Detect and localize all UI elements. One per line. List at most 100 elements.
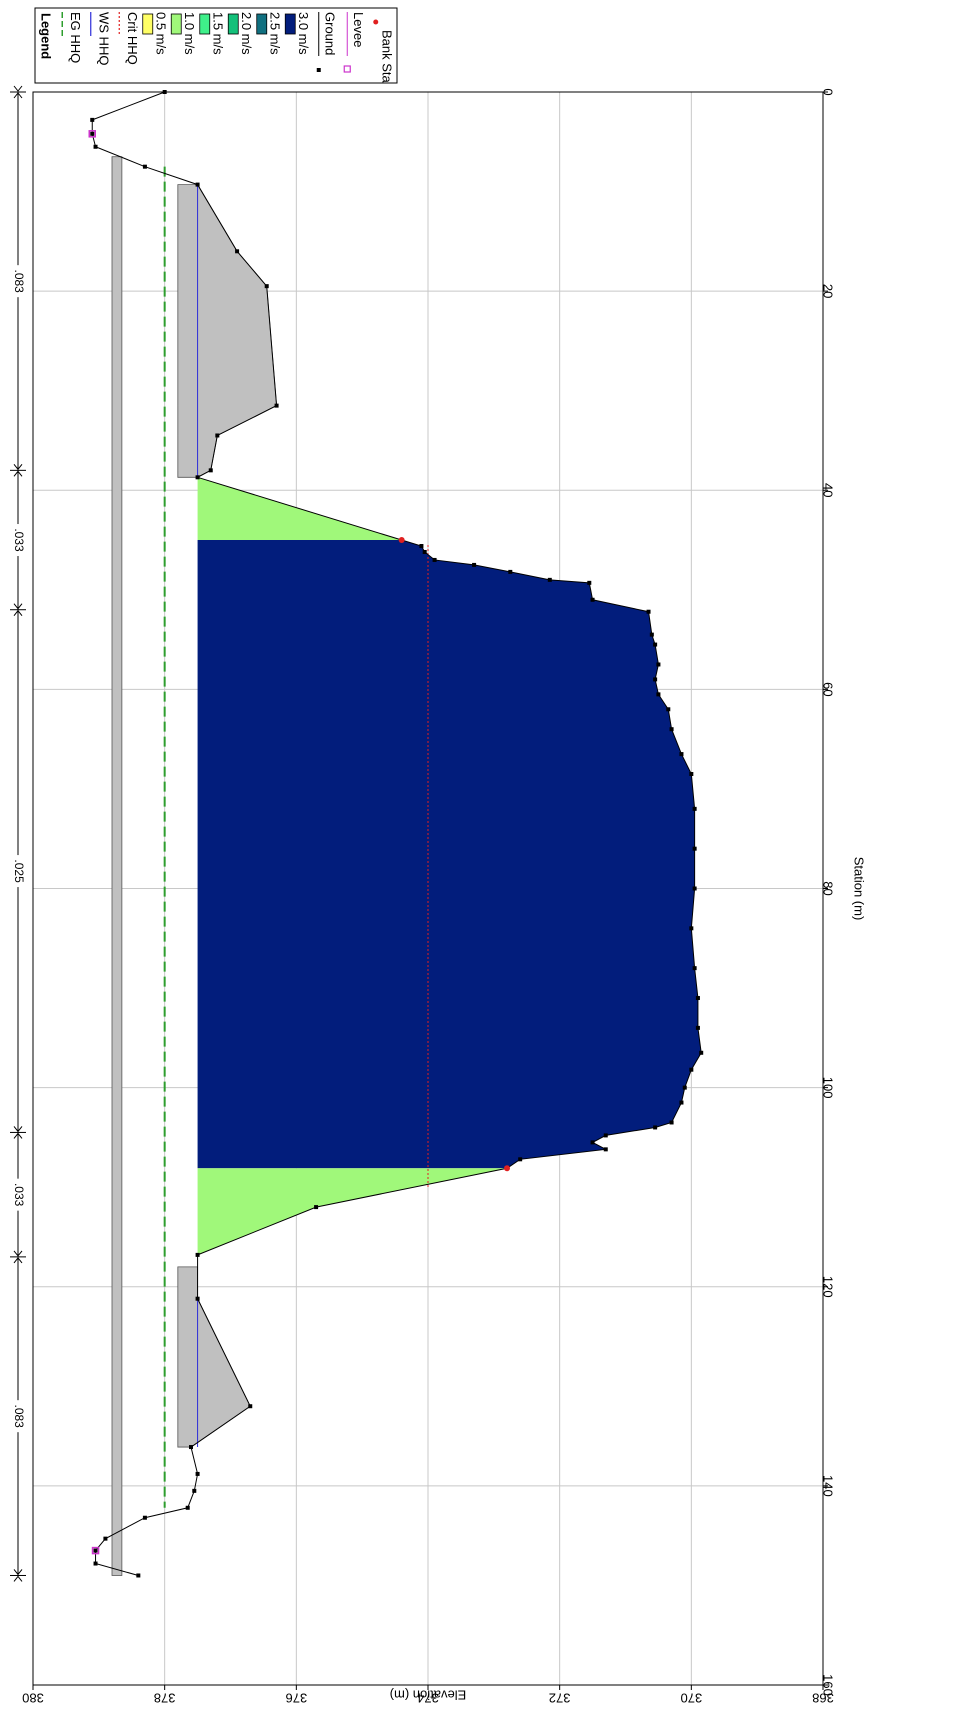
legend-label: 0.5 m/s xyxy=(153,12,168,55)
station-tick-label: 120 xyxy=(820,1276,835,1298)
velocity-fill xyxy=(197,540,702,1169)
legend-label: Crit HHQ xyxy=(125,12,140,65)
mannings-n-label-bg xyxy=(11,1400,25,1433)
ground-point xyxy=(248,1404,253,1409)
legend-swatch xyxy=(199,13,211,35)
ground-point xyxy=(692,806,697,811)
ground-point xyxy=(93,1561,98,1566)
legend-marker xyxy=(373,19,379,25)
bank-station-marker xyxy=(504,1165,510,1172)
ground-point xyxy=(508,569,513,574)
station-tick-label: 0 xyxy=(820,88,835,95)
ground-line xyxy=(91,91,702,1576)
ground-point xyxy=(103,1536,108,1541)
ground-point xyxy=(587,580,592,585)
mannings-n-label: .083 xyxy=(12,269,26,293)
ground-point xyxy=(656,662,661,667)
mannings-n-label-bg xyxy=(11,1178,25,1211)
ground-point xyxy=(590,597,595,602)
elevation-tick-label: 374 xyxy=(417,1691,439,1706)
elevation-tick-label: 370 xyxy=(680,1691,702,1706)
station-tick-label: 160 xyxy=(820,1674,835,1696)
ground-point xyxy=(692,886,697,891)
elevation-axis-title: Elevation (m) xyxy=(390,1687,467,1702)
ground-point xyxy=(192,1488,197,1493)
legend-label: 1.0 m/s xyxy=(182,12,197,55)
ground-point xyxy=(649,632,654,637)
ground-point xyxy=(692,966,697,971)
ineffective-flow-block xyxy=(111,156,123,1576)
ground-point xyxy=(518,1157,523,1162)
legend-label: 3.0 m/s xyxy=(296,12,311,55)
mannings-n-arrow xyxy=(13,464,23,477)
ground-point xyxy=(195,1471,200,1476)
ground-point xyxy=(314,1205,319,1210)
ground-point xyxy=(656,692,661,697)
legend-label: 2.5 m/s xyxy=(267,12,282,55)
ground-point xyxy=(422,549,427,554)
ground-point xyxy=(689,1067,694,1072)
legend-marker xyxy=(316,68,321,72)
station-tick-label: 40 xyxy=(820,483,835,497)
mannings-n-label: .025 xyxy=(12,859,26,883)
elevation-tick-label: 376 xyxy=(285,1691,307,1706)
legend-label: Bank Sta xyxy=(379,30,394,84)
ground-point xyxy=(689,772,694,777)
ground-point xyxy=(653,1125,658,1130)
mannings-n-arrow xyxy=(13,1250,23,1264)
ground-point xyxy=(669,1120,674,1125)
velocity-fill xyxy=(197,1168,508,1255)
legend-label: WS HHQ xyxy=(96,12,111,65)
mannings-n-arrow xyxy=(13,1569,23,1582)
ground-point xyxy=(679,1100,684,1105)
legend-box xyxy=(34,7,398,84)
mannings-n-arrow xyxy=(13,85,23,99)
bank-station-marker xyxy=(398,537,405,544)
legend-title: Legend xyxy=(39,13,54,59)
legend-swatch xyxy=(284,13,296,35)
legend-swatch xyxy=(256,13,268,35)
ground-point xyxy=(274,403,279,408)
ground-point xyxy=(90,131,95,136)
ground-point xyxy=(472,562,477,567)
ground-point xyxy=(142,1515,147,1520)
legend-marker xyxy=(343,65,351,73)
legend-label: Ground xyxy=(322,12,337,55)
ground-point xyxy=(195,182,200,187)
ground-point xyxy=(699,1050,704,1055)
elevation-tick-label: 378 xyxy=(154,1691,176,1706)
ground-point xyxy=(646,609,651,614)
ground-point xyxy=(195,1296,200,1301)
legend: Legend EG HHQ WS HHQ Crit HHQ 0.5 m/s 1.0 m/s… xyxy=(34,7,398,84)
ground-point xyxy=(215,433,220,438)
ground-point xyxy=(603,1133,608,1138)
ground-point xyxy=(666,707,671,712)
ground-point xyxy=(679,752,684,757)
legend-label: 2.0 m/s xyxy=(239,12,254,55)
ground-point xyxy=(689,926,694,931)
ground-point xyxy=(682,1085,687,1090)
ground-point xyxy=(603,1147,608,1152)
legend-swatch xyxy=(142,13,154,35)
legend-label: 1.5 m/s xyxy=(210,12,225,55)
ground-point xyxy=(90,117,95,122)
elevation-tick-label: 380 xyxy=(22,1691,44,1706)
ground-point xyxy=(142,164,147,169)
ground-point xyxy=(93,1548,98,1553)
elevation-tick-label: 372 xyxy=(549,1691,571,1706)
ground-point xyxy=(195,475,200,480)
station-axis-title: Station (m) xyxy=(852,857,867,921)
station-tick-label: 140 xyxy=(820,1475,835,1497)
ground-point xyxy=(185,1505,190,1510)
station-tick-label: 20 xyxy=(820,284,835,298)
mannings-n-label: .033 xyxy=(12,1183,26,1207)
ground-point xyxy=(669,727,674,732)
station-tick-label: 60 xyxy=(820,682,835,696)
ground-point xyxy=(195,1252,200,1257)
ground-point xyxy=(419,544,424,549)
mannings-n-label: .083 xyxy=(12,1405,26,1429)
levee-marker xyxy=(88,130,96,138)
plot-area: 0 20 40 60 80 100 120 140 160 Station (m) 368 370 37… xyxy=(10,85,867,1706)
ground-point xyxy=(264,284,269,289)
